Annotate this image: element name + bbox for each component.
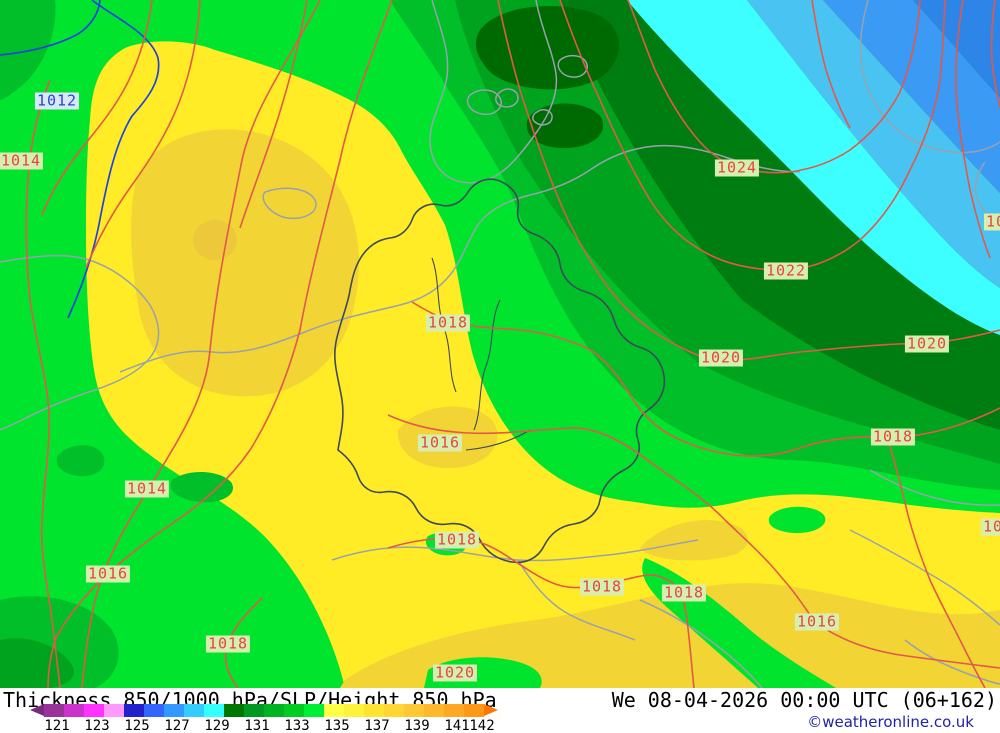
legend-cell <box>384 704 404 717</box>
legend-tick: 127 <box>164 718 190 733</box>
band-gold-spot <box>193 220 237 260</box>
legend-tick: 121 <box>44 718 70 733</box>
legend-cell <box>224 704 244 717</box>
band-green-darkest <box>526 103 604 148</box>
legend-tick: 129 <box>204 718 230 733</box>
legend-tick: 133 <box>284 718 310 733</box>
legend-cell <box>284 704 304 717</box>
band-green-2-corner <box>0 0 56 100</box>
legend-tick: 131 <box>244 718 270 733</box>
legend-cell <box>164 704 184 717</box>
legend-tick: 125 <box>124 718 150 733</box>
legend-left-arrow-icon <box>30 704 44 716</box>
thickness-map: 1012 1014 1024 1022 1018 1020 1020 1016 1018 1014… <box>0 0 1000 688</box>
legend-cell <box>64 704 84 717</box>
bottom-bar: Thickness 850/1000 hPa/SLP/Height 850 hP… <box>0 688 1000 733</box>
coastlines <box>0 0 1000 688</box>
map-canvas <box>0 0 1000 688</box>
band-dark-blue <box>913 0 1000 98</box>
legend-cell <box>44 704 64 717</box>
legend-cell <box>184 704 204 717</box>
legend-cell <box>404 704 424 717</box>
band-green-2-blob <box>56 445 105 477</box>
legend-cell <box>344 704 364 717</box>
legend-cells <box>44 704 484 717</box>
legend-tick-labels: 121 123 125 127 129 131 133 135 137 139 141 142 <box>30 718 530 733</box>
legend-cell <box>324 704 344 717</box>
legend-cell <box>204 704 224 717</box>
band-mid-blue <box>823 0 1000 193</box>
band-green-2-blob <box>170 471 234 503</box>
map-datetime: We 08-04-2026 00:00 UTC (06+162) <box>611 688 997 712</box>
legend-tick: 142 <box>469 718 495 733</box>
legend-cell <box>124 704 144 717</box>
legend-tick: 137 <box>364 718 390 733</box>
legend-cell <box>424 704 444 717</box>
legend-cell <box>84 704 104 717</box>
legend-tick: 135 <box>324 718 350 733</box>
legend-cell <box>244 704 264 717</box>
legend-cell <box>464 704 484 717</box>
legend-cell <box>104 704 124 717</box>
legend-cell <box>304 704 324 717</box>
legend-tick: 123 <box>84 718 110 733</box>
country-borders <box>334 178 666 564</box>
legend-right-arrow-icon <box>484 704 498 716</box>
legend-cell <box>444 704 464 717</box>
legend-tick: 139 <box>404 718 430 733</box>
copyright-text: ©weatheronline.co.uk <box>807 713 974 731</box>
band-light-blue <box>747 0 1000 288</box>
legend-tick: 141 <box>444 718 470 733</box>
legend-cell <box>364 704 384 717</box>
green-patch <box>768 506 826 533</box>
legend-cell <box>264 704 284 717</box>
band-gold-nw <box>131 129 360 397</box>
band-green-darkest <box>475 6 620 90</box>
thickness-legend <box>30 704 498 717</box>
legend-cell <box>144 704 164 717</box>
